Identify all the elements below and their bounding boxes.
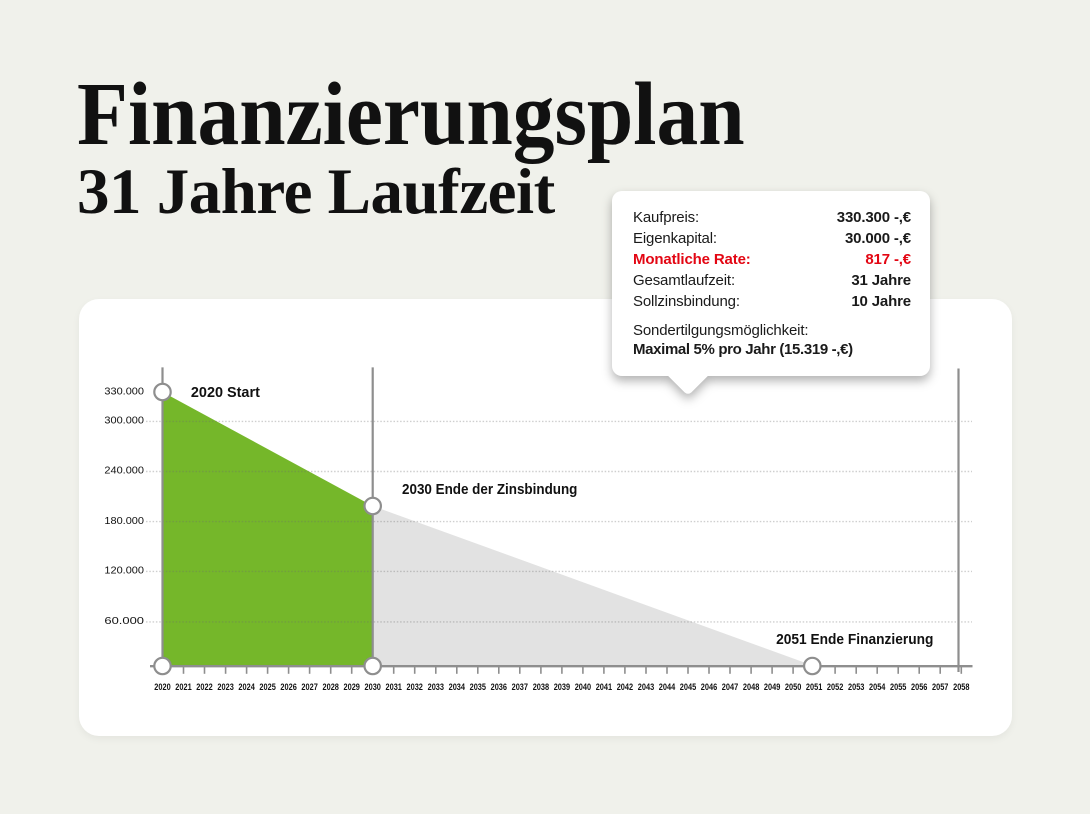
svg-text:2029: 2029	[344, 682, 360, 693]
svg-text:330.000: 330.000	[104, 387, 144, 398]
svg-text:2043: 2043	[638, 682, 654, 693]
svg-text:60.000: 60.000	[104, 616, 144, 627]
svg-text:240.000: 240.000	[104, 466, 144, 477]
svg-text:2042: 2042	[617, 682, 633, 693]
svg-text:2031: 2031	[386, 682, 403, 693]
svg-text:2053: 2053	[848, 682, 864, 693]
svg-text:2033: 2033	[428, 682, 444, 693]
svg-text:2022: 2022	[196, 682, 212, 693]
svg-text:120.000: 120.000	[104, 566, 144, 577]
svg-text:2034: 2034	[449, 682, 466, 693]
svg-text:300.000: 300.000	[104, 416, 144, 427]
svg-text:2030 Ende der Zinsbindung: 2030 Ende der Zinsbindung	[402, 481, 577, 498]
svg-text:2030: 2030	[365, 682, 381, 693]
svg-text:2036: 2036	[491, 682, 507, 693]
svg-text:2032: 2032	[407, 682, 423, 693]
svg-text:2052: 2052	[827, 682, 843, 693]
svg-text:2040: 2040	[575, 682, 591, 693]
svg-text:2023: 2023	[217, 682, 233, 693]
svg-text:2024: 2024	[238, 682, 255, 693]
svg-text:2057: 2057	[932, 682, 948, 693]
svg-text:2020: 2020	[154, 682, 170, 693]
svg-text:2039: 2039	[554, 682, 570, 693]
svg-text:2020 Start: 2020 Start	[191, 384, 260, 401]
svg-text:2047: 2047	[722, 682, 738, 693]
svg-text:2021: 2021	[175, 682, 192, 693]
svg-text:2045: 2045	[680, 682, 697, 693]
svg-text:2035: 2035	[470, 682, 487, 693]
svg-text:2051 Ende Finanzierung: 2051 Ende Finanzierung	[776, 631, 933, 648]
svg-text:2054: 2054	[869, 682, 886, 693]
svg-text:2027: 2027	[301, 682, 317, 693]
svg-text:2044: 2044	[659, 682, 676, 693]
svg-text:2055: 2055	[890, 682, 907, 693]
svg-text:2041: 2041	[596, 682, 613, 693]
svg-text:2056: 2056	[911, 682, 927, 693]
svg-text:2058: 2058	[953, 682, 970, 693]
svg-text:2028: 2028	[323, 682, 340, 693]
svg-text:2051: 2051	[806, 682, 823, 693]
svg-text:2049: 2049	[764, 682, 780, 693]
svg-text:2037: 2037	[512, 682, 528, 693]
svg-text:2046: 2046	[701, 682, 717, 693]
svg-text:2025: 2025	[259, 682, 276, 693]
svg-text:2038: 2038	[533, 682, 550, 693]
svg-text:2026: 2026	[280, 682, 296, 693]
svg-text:2050: 2050	[785, 682, 801, 693]
svg-text:180.000: 180.000	[104, 516, 144, 527]
svg-text:2048: 2048	[743, 682, 760, 693]
